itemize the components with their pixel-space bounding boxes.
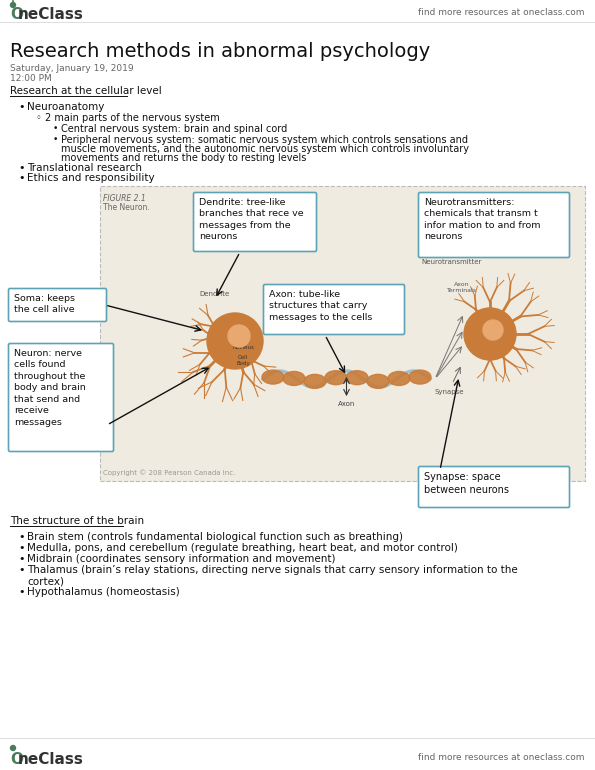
Circle shape bbox=[207, 313, 263, 369]
Ellipse shape bbox=[262, 370, 284, 384]
Text: •: • bbox=[18, 532, 24, 542]
Text: Hypothalamus (homeostasis): Hypothalamus (homeostasis) bbox=[27, 587, 180, 597]
Text: Synapse: Synapse bbox=[434, 389, 464, 395]
Ellipse shape bbox=[388, 371, 410, 386]
Text: Neuron: nerve
cells found
throughout the
body and brain
that send and
receive
me: Neuron: nerve cells found throughout the… bbox=[14, 349, 86, 427]
Text: Cell
Body: Cell Body bbox=[236, 355, 250, 366]
Text: Medulla, pons, and cerebellum (regulate breathing, heart beat, and motor control: Medulla, pons, and cerebellum (regulate … bbox=[27, 543, 458, 553]
Text: Ethics and responsibility: Ethics and responsibility bbox=[27, 173, 155, 183]
Text: O: O bbox=[10, 7, 23, 22]
Ellipse shape bbox=[304, 374, 326, 388]
Ellipse shape bbox=[325, 370, 347, 385]
Text: neClass: neClass bbox=[18, 7, 84, 22]
Text: Copyright © 20​8 Pearson Canada Inc.: Copyright © 20​8 Pearson Canada Inc. bbox=[103, 470, 236, 476]
Text: Midbrain (coordinates sensory information and movement): Midbrain (coordinates sensory informatio… bbox=[27, 554, 336, 564]
Ellipse shape bbox=[367, 374, 389, 388]
Text: •: • bbox=[18, 554, 24, 564]
Text: Synapse: space
between neurons: Synapse: space between neurons bbox=[424, 472, 509, 495]
Text: Central nervous system: brain and spinal cord: Central nervous system: brain and spinal… bbox=[61, 124, 287, 134]
FancyBboxPatch shape bbox=[418, 467, 569, 507]
Text: Axon
Terminals: Axon Terminals bbox=[447, 282, 477, 293]
Text: Translational research: Translational research bbox=[27, 163, 142, 173]
Text: O: O bbox=[10, 752, 23, 767]
Text: cortex): cortex) bbox=[27, 576, 64, 586]
Text: 12:00 PM: 12:00 PM bbox=[10, 74, 52, 83]
Text: •: • bbox=[18, 587, 24, 597]
Text: Research methods in abnormal psychology: Research methods in abnormal psychology bbox=[10, 42, 430, 61]
Text: muscle movements, and the autonomic nervous system which controls involuntary: muscle movements, and the autonomic nerv… bbox=[61, 144, 469, 154]
Bar bbox=[100, 186, 585, 481]
Text: find more resources at oneclass.com: find more resources at oneclass.com bbox=[418, 8, 585, 17]
Text: •: • bbox=[18, 173, 24, 183]
Text: Thalamus (brain’s relay stations, directing nerve signals that carry sensory inf: Thalamus (brain’s relay stations, direct… bbox=[27, 565, 518, 575]
Text: •: • bbox=[53, 124, 58, 133]
Text: Saturday, January 19, 2019: Saturday, January 19, 2019 bbox=[10, 64, 134, 73]
Text: •: • bbox=[18, 163, 24, 173]
Ellipse shape bbox=[346, 370, 368, 385]
Text: Peripheral nervous system: somatic nervous system which controls sensations and: Peripheral nervous system: somatic nervo… bbox=[61, 135, 468, 145]
Text: Soma: keeps
the cell alive: Soma: keeps the cell alive bbox=[14, 294, 75, 314]
Text: •: • bbox=[18, 102, 24, 112]
Ellipse shape bbox=[409, 370, 431, 384]
FancyBboxPatch shape bbox=[418, 192, 569, 257]
Text: Neurotransmitter: Neurotransmitter bbox=[422, 259, 482, 265]
Text: Dendrite: tree-like
branches that rece ve
messages from the
neurons: Dendrite: tree-like branches that rece v… bbox=[199, 198, 303, 241]
FancyBboxPatch shape bbox=[264, 284, 405, 334]
Text: The Neuron.: The Neuron. bbox=[103, 203, 150, 212]
Circle shape bbox=[228, 325, 250, 347]
Text: Neuroanatomy: Neuroanatomy bbox=[27, 102, 104, 112]
FancyBboxPatch shape bbox=[8, 289, 107, 322]
Text: Research at the cellular level: Research at the cellular level bbox=[10, 86, 162, 96]
Circle shape bbox=[11, 745, 15, 751]
Ellipse shape bbox=[283, 371, 305, 386]
Text: Dendrite: Dendrite bbox=[200, 291, 230, 297]
Circle shape bbox=[464, 308, 516, 360]
Circle shape bbox=[11, 2, 15, 8]
Text: •: • bbox=[53, 135, 58, 144]
Text: 2 main parts of the nervous system: 2 main parts of the nervous system bbox=[45, 113, 220, 123]
FancyBboxPatch shape bbox=[193, 192, 317, 252]
Text: The structure of the brain: The structure of the brain bbox=[10, 516, 144, 526]
Text: FIGURE 2.1: FIGURE 2.1 bbox=[103, 194, 146, 203]
Text: Brain stem (controls fundamental biological function such as breathing): Brain stem (controls fundamental biologi… bbox=[27, 532, 403, 542]
Text: •: • bbox=[18, 543, 24, 553]
Text: Cell
Nucleus: Cell Nucleus bbox=[232, 339, 254, 350]
Text: Neurotransmitters:
chemicals that transm t
infor mation to and from
neurons: Neurotransmitters: chemicals that transm… bbox=[424, 198, 540, 241]
Text: movements and returns the body to resting levels: movements and returns the body to restin… bbox=[61, 153, 306, 163]
Text: find more resources at oneclass.com: find more resources at oneclass.com bbox=[418, 753, 585, 762]
FancyBboxPatch shape bbox=[8, 343, 114, 451]
Circle shape bbox=[483, 320, 503, 340]
Text: ◦: ◦ bbox=[36, 113, 42, 123]
Text: •: • bbox=[18, 565, 24, 575]
Text: Axon: tube-like
structures that carry
messages to the cells: Axon: tube-like structures that carry me… bbox=[269, 290, 372, 322]
Text: Axon: Axon bbox=[338, 401, 355, 407]
Text: neClass: neClass bbox=[18, 752, 84, 767]
